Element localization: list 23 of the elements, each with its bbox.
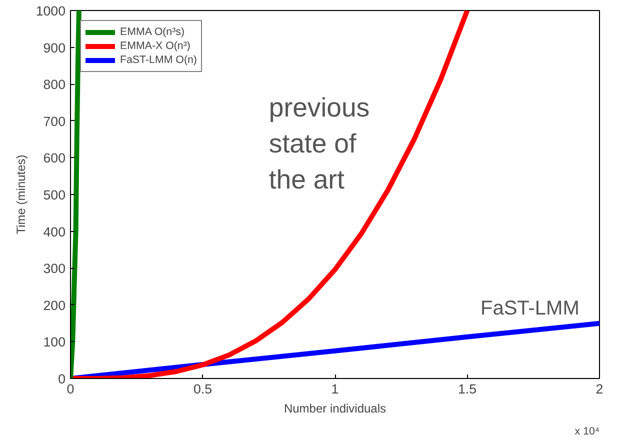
x-tick-label: 1 (331, 382, 339, 396)
legend-label: FaST-LMM O(n) (120, 53, 197, 67)
legend-label: EMMA O(n³s) (120, 25, 185, 39)
x-axis-title: Number individuals (284, 402, 386, 416)
y-tick-label: 500 (43, 188, 66, 202)
y-axis-title: Time (minutes) (14, 154, 28, 234)
y-tick-label: 1000 (36, 4, 66, 18)
x-tick-label: 2 (596, 382, 604, 396)
y-tick-label: 800 (43, 77, 66, 92)
y-tick-label: 300 (43, 261, 66, 276)
y-tick-label: 400 (43, 224, 66, 240)
y-tick-label: 200 (43, 298, 66, 313)
y-tick-label: 0 (58, 372, 66, 386)
y-tick-label: 600 (43, 150, 66, 166)
y-tick-label: 700 (43, 114, 66, 129)
y-tick-label: 900 (43, 40, 66, 56)
text: x 10⁴ (574, 426, 600, 438)
annotation: previous state of the art (268, 92, 370, 194)
y-tick-label: 100 (43, 334, 66, 350)
x-tick-label: 1.5 (458, 382, 477, 396)
annotation: FaST-LMM (480, 297, 580, 320)
x-tick-label: 0.5 (193, 382, 212, 396)
legend-label: EMMA-X O(n³) (120, 39, 190, 53)
